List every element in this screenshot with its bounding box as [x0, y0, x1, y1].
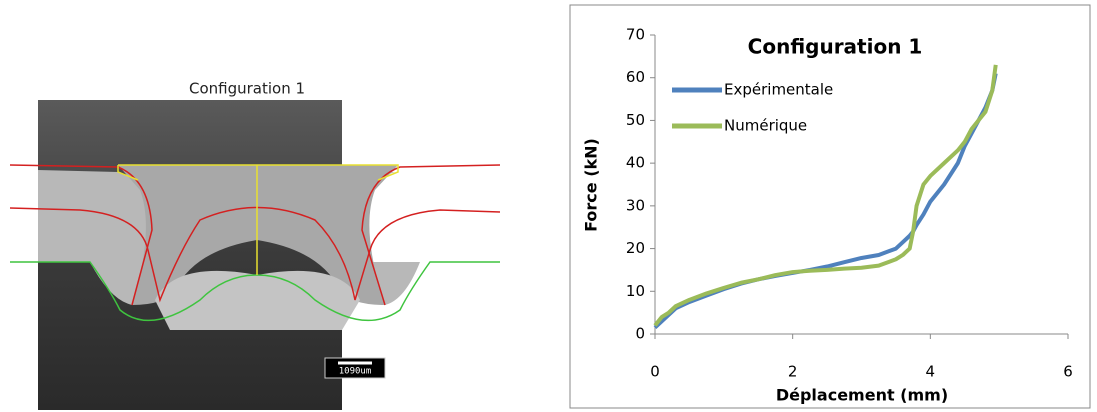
y-tick-label: 30: [626, 196, 645, 214]
chart-frame: [569, 4, 1091, 409]
y-tick-label: 60: [626, 68, 645, 86]
y-tick-label: 40: [626, 154, 645, 172]
scale-bar-label: 1090um: [339, 367, 372, 377]
die-zone: [155, 270, 360, 330]
x-tick-label: 6: [1063, 363, 1073, 381]
y-tick-label: 0: [635, 325, 645, 343]
series-line: [653, 73, 998, 330]
outline-red: [9, 164, 153, 306]
y-tick-label: 10: [626, 282, 645, 300]
sheet-left: [38, 170, 152, 305]
y-axis-label: Force (kN): [582, 138, 601, 232]
y-tick-label: 20: [626, 239, 645, 257]
chart-title: Configuration 1: [748, 35, 923, 59]
y-tick-label: 50: [626, 111, 645, 129]
x-tick-label: 2: [788, 363, 798, 381]
series-line: [653, 64, 998, 327]
rivet: [118, 165, 398, 305]
x-tick-label: 4: [926, 363, 936, 381]
y-tick-label: 70: [626, 26, 645, 44]
x-axis-label: Déplacement (mm): [776, 386, 948, 405]
micrograph: 1090um Configuration 1: [9, 80, 501, 410]
outline-yellow: [117, 164, 399, 275]
x-tick-label: 0: [650, 363, 660, 381]
legend-label: Numérique: [724, 117, 807, 135]
image-caption: Configuration 1: [189, 80, 305, 98]
legend-label: Expérimentale: [724, 81, 833, 99]
chart: Configuration 1 Déplacement (mm) Force (…: [582, 26, 1073, 405]
